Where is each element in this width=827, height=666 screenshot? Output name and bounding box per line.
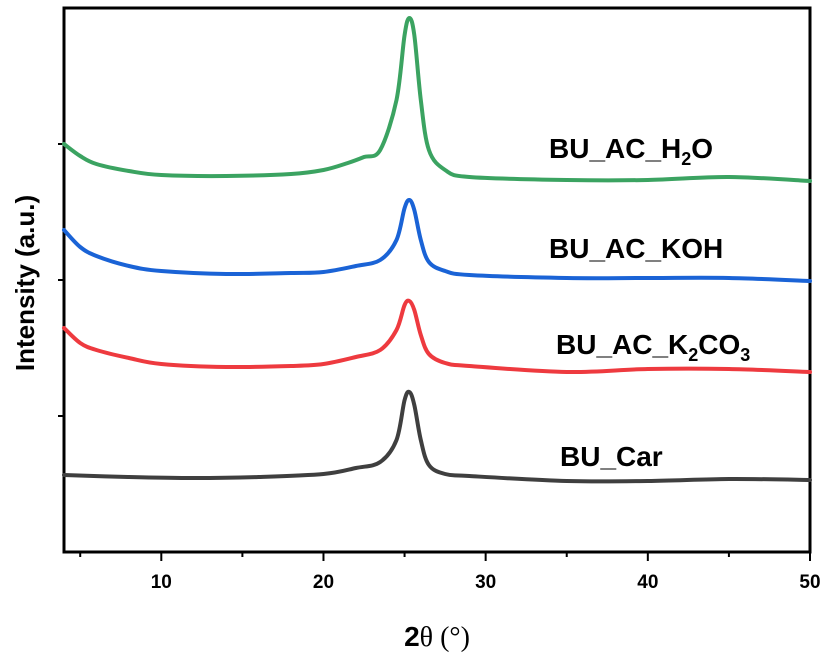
series-line <box>62 16 812 183</box>
series-line <box>62 298 812 375</box>
series-label: BU_AC_K2CO3 <box>556 329 750 365</box>
x-tick-label: 20 <box>313 572 334 593</box>
series-line <box>62 389 812 484</box>
series-label: BU_AC_H2O <box>549 133 713 169</box>
series-label: BU_AC_KOH <box>549 233 723 264</box>
x-axis-title: 2θ (°) <box>404 621 470 653</box>
series-lines <box>62 16 812 484</box>
series-line <box>62 197 812 283</box>
x-tick-label: 40 <box>637 572 658 593</box>
y-axis-title: Intensity (a.u.) <box>10 195 40 371</box>
x-ticks: 10 20 30 40 50 <box>79 552 821 593</box>
series-labels: BU_Car BU_AC_K2CO3 BU_AC_KOH BU_AC_H2O <box>549 133 750 472</box>
x-tick-label: 10 <box>151 572 172 593</box>
x-tick-label: 50 <box>799 572 820 593</box>
series-label: BU_Car <box>560 441 663 472</box>
x-tick-label: 30 <box>475 572 496 593</box>
